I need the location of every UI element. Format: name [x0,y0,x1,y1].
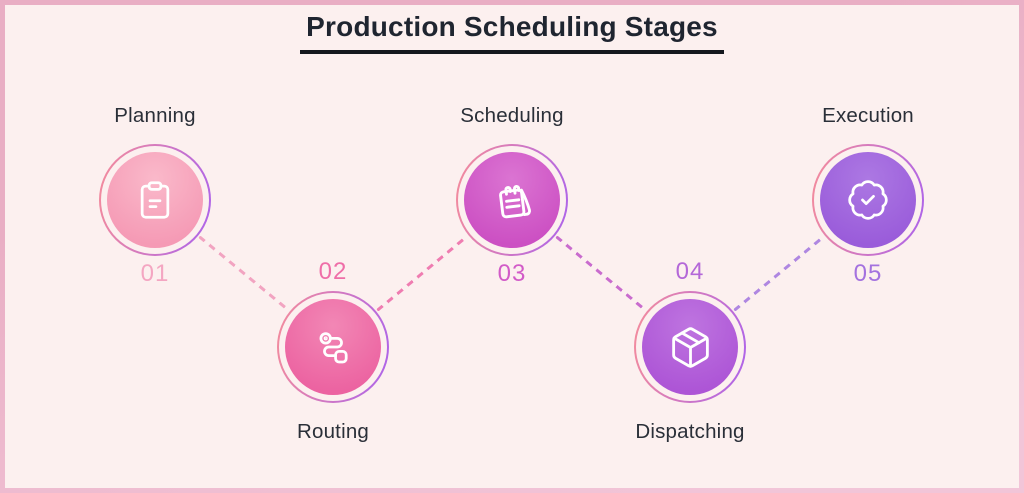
route-icon [319,332,348,364]
stage-dispatching: 04 Dispatching [610,0,770,493]
clipboard-icon [140,181,170,219]
stage-circle [634,291,746,403]
stage-number: 04 [675,258,705,285]
circle-fill [642,299,738,395]
stage-planning: Planning 01 [75,0,235,493]
stage-label: Routing [296,420,370,443]
stage-circle [99,144,211,256]
desk-calendar-icon [499,185,532,219]
stage-number: 01 [140,260,170,287]
stage-execution: Execution 05 [788,0,948,493]
stage-label: Scheduling [460,104,564,127]
circle-gap [636,293,744,401]
badge-check-icon [848,180,888,220]
circle-gap [458,146,566,254]
stage-circle [456,144,568,256]
stage-circle [277,291,389,403]
circle-gap [279,293,387,401]
circle-gap [101,146,209,254]
stage-circle [812,144,924,256]
stage-number: 05 [853,260,883,287]
circle-fill [464,152,560,248]
stage-label: Planning [114,104,196,127]
circle-fill [285,299,381,395]
stage-routing: 02 Routing [253,0,413,493]
package-icon [671,326,709,368]
circle-gap [814,146,922,254]
stage-label: Dispatching [635,420,745,443]
circle-fill [820,152,916,248]
stage-number: 02 [318,258,348,285]
stage-scheduling: Scheduling 03 [432,0,592,493]
circle-fill [107,152,203,248]
stage-number: 03 [497,260,527,287]
stage-label: Execution [822,104,914,127]
